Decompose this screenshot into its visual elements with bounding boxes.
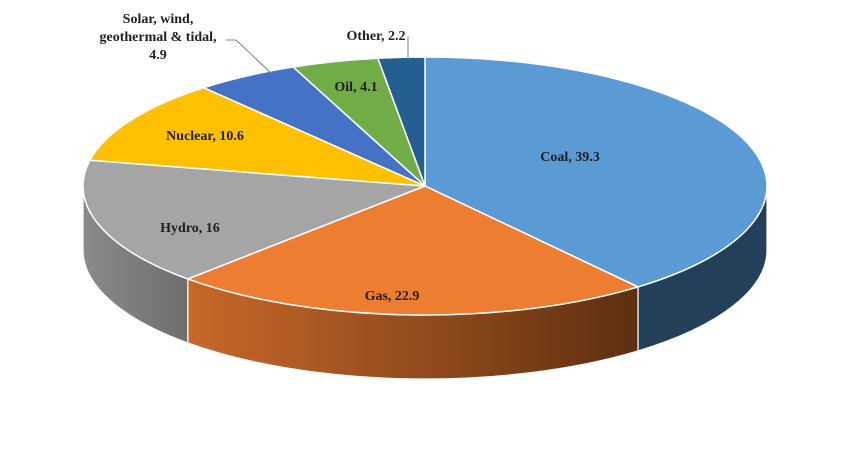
pie-slice-coal	[424, 56, 768, 288]
pie-slice-other	[377, 56, 426, 187]
data-label-solar-wind-geothermal-tidal-line-2: geothermal & tidal,	[99, 30, 216, 45]
data-label-oil: Oil, 4.1	[334, 80, 377, 95]
pie-slice-hydro	[82, 159, 426, 280]
data-label-gas: Gas, 22.9	[365, 289, 420, 304]
pie-slice-nuclear	[89, 86, 426, 187]
pie-leader-lines	[226, 36, 409, 75]
data-label-solar-wind-geothermal-tidal-line-1: Solar, wind,	[123, 12, 194, 27]
pie-tops	[82, 56, 768, 316]
data-label-solar-wind-geothermal-tidal-line-3: 4.9	[149, 48, 167, 63]
data-label-coal: Coal, 39.3	[540, 150, 600, 165]
data-label-hydro: Hydro, 16	[160, 221, 220, 236]
leader-line-solar-wind-geothermal-tidal	[226, 39, 273, 75]
pie-slice-gas	[187, 185, 639, 316]
data-label-other: Other, 2.2	[347, 29, 406, 44]
data-label-nuclear: Nuclear, 10.6	[166, 129, 244, 144]
pie-labels: Coal, 39.3 Gas, 22.9 Hydro, 16 Nuclear, 10.…	[99, 12, 599, 304]
